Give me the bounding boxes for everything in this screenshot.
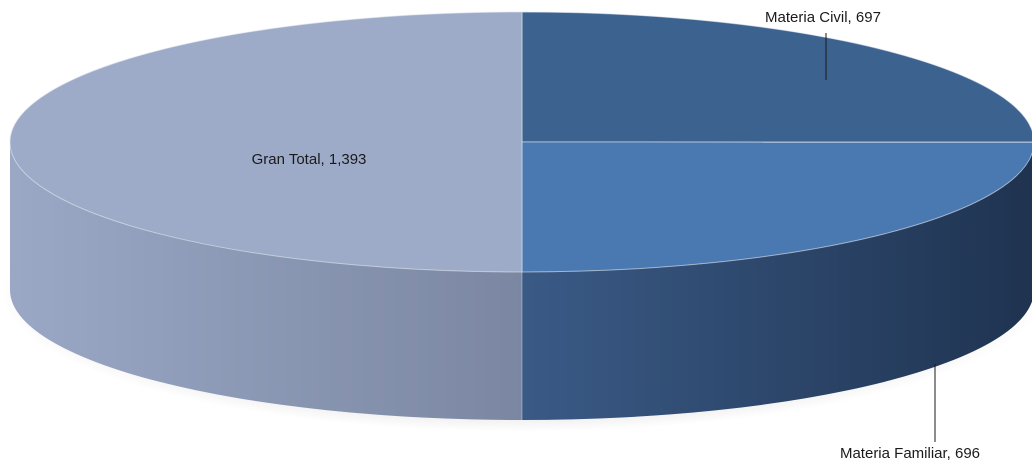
data-label-gran-total: Gran Total, 1,393 [252, 151, 367, 168]
pie-side-gran-total [10, 142, 522, 420]
pie-sides [10, 142, 1032, 420]
pie-slices [9, 11, 1032, 273]
data-label-materia-civil: Materia Civil, 697 [765, 9, 881, 26]
pie-data-labels: Materia Civil, 697 Materia Familiar, 696 G… [252, 9, 980, 462]
pie-slice-materia-civil [521, 11, 1032, 143]
pie-slice-materia-familiar [521, 141, 1032, 273]
pie-slice-gran-total [9, 11, 523, 273]
data-label-materia-familiar: Materia Familiar, 696 [840, 445, 980, 462]
pie-side-materia-familiar [522, 153, 1032, 420]
